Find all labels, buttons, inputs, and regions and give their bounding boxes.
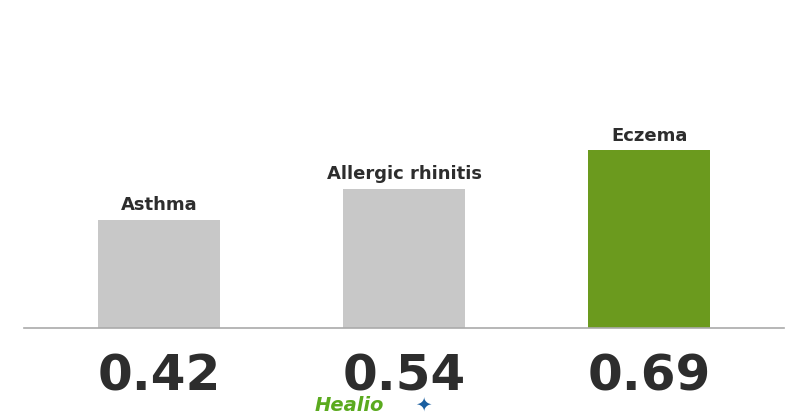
Text: Healio: Healio: [315, 396, 384, 415]
Text: 0.69: 0.69: [587, 352, 711, 400]
Bar: [342, 189, 466, 328]
Text: Adjusted odds ratios for atopic diagnoses among: Adjusted odds ratios for atopic diagnose…: [102, 23, 698, 43]
Text: Asthma: Asthma: [121, 196, 197, 214]
Text: Eczema: Eczema: [611, 127, 687, 144]
Text: children with language barriers:: children with language barriers:: [205, 64, 595, 84]
Bar: [98, 220, 220, 328]
Bar: [588, 150, 710, 328]
Text: 0.54: 0.54: [342, 352, 466, 400]
Text: ✦: ✦: [415, 396, 432, 415]
Text: 0.42: 0.42: [97, 352, 221, 400]
Text: Allergic rhinitis: Allergic rhinitis: [326, 165, 482, 183]
